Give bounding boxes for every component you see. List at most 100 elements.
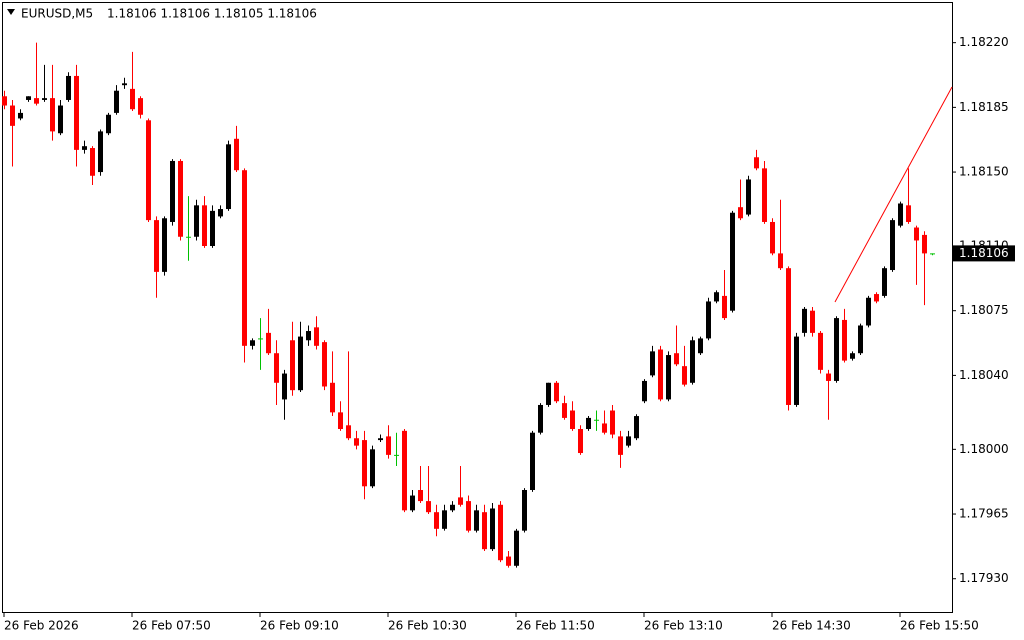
y-tick-label: 1.18220 bbox=[959, 35, 1009, 49]
candle-body bbox=[514, 530, 519, 566]
candle-body bbox=[26, 96, 31, 100]
candle-body bbox=[146, 120, 151, 221]
candle-body bbox=[98, 131, 103, 173]
candle-body bbox=[386, 436, 391, 455]
header-triangle bbox=[7, 9, 15, 15]
candle-body bbox=[786, 268, 791, 405]
candle-body bbox=[130, 88, 135, 110]
y-tick-label: 1.18185 bbox=[959, 100, 1009, 114]
candle-body bbox=[138, 98, 143, 115]
candle-body bbox=[882, 268, 887, 296]
candle-body bbox=[482, 512, 487, 550]
candle-body bbox=[738, 207, 743, 219]
x-tick-label: 26 Feb 2026 bbox=[4, 619, 79, 633]
candle-body bbox=[42, 98, 47, 100]
y-tick-label: 1.17965 bbox=[959, 507, 1009, 521]
candle-body bbox=[698, 338, 703, 354]
candle-body bbox=[306, 331, 311, 341]
candle-body bbox=[354, 438, 359, 446]
candle-body bbox=[522, 490, 527, 531]
candle-body bbox=[114, 90, 119, 113]
x-tick-label: 26 Feb 14:30 bbox=[772, 619, 851, 633]
candle-body bbox=[618, 436, 623, 455]
candle-body bbox=[586, 417, 591, 429]
candle-body bbox=[674, 353, 679, 365]
candle-body bbox=[922, 234, 927, 254]
candle-body bbox=[722, 295, 727, 319]
candle-body bbox=[530, 432, 535, 490]
candle-body bbox=[418, 490, 423, 502]
candle-body bbox=[298, 336, 303, 391]
candle-body bbox=[594, 419, 599, 421]
candle-body bbox=[898, 203, 903, 226]
candle-body bbox=[498, 504, 503, 561]
candle-body bbox=[858, 325, 863, 354]
candle-body bbox=[122, 83, 127, 86]
candle-body bbox=[242, 170, 247, 346]
candle-body bbox=[290, 340, 295, 391]
candle-body bbox=[18, 112, 23, 119]
candle-body bbox=[34, 98, 39, 104]
candle-body bbox=[890, 220, 895, 271]
candle-body bbox=[610, 410, 615, 435]
candle-body bbox=[202, 205, 207, 246]
candle-body bbox=[554, 382, 559, 402]
y-tick-label: 1.18150 bbox=[959, 165, 1009, 179]
candle-body bbox=[562, 403, 567, 418]
candle-body bbox=[746, 179, 751, 215]
candle-body bbox=[162, 218, 167, 272]
candle-body bbox=[866, 297, 871, 326]
candle-body bbox=[818, 332, 823, 370]
x-tick-label: 26 Feb 15:50 bbox=[900, 619, 979, 633]
candle-body bbox=[682, 366, 687, 385]
candle-body bbox=[714, 292, 719, 302]
candle-body bbox=[906, 205, 911, 222]
candle-body bbox=[394, 454, 399, 456]
candle-body bbox=[466, 501, 471, 531]
candle-body bbox=[634, 416, 639, 439]
candle-body bbox=[330, 382, 335, 413]
y-tick-label: 1.18040 bbox=[959, 368, 1009, 382]
candle-body bbox=[266, 332, 271, 354]
candle-body bbox=[154, 220, 159, 272]
candle-body bbox=[490, 508, 495, 550]
candle-body bbox=[10, 105, 15, 126]
candle-body bbox=[274, 353, 279, 383]
candle-body bbox=[690, 340, 695, 383]
candle-body bbox=[442, 510, 447, 529]
x-tick-label: 26 Feb 13:10 bbox=[644, 619, 723, 633]
candle-body bbox=[282, 373, 287, 400]
candle-body bbox=[650, 351, 655, 376]
candle-body bbox=[570, 410, 575, 429]
candle-body bbox=[578, 429, 583, 454]
y-tick-label: 1.18000 bbox=[959, 442, 1009, 456]
candle-body bbox=[810, 310, 815, 333]
candle-body bbox=[2, 96, 7, 106]
candle-body bbox=[930, 253, 935, 255]
candle-body bbox=[90, 148, 95, 176]
candle-body bbox=[74, 75, 79, 150]
candle-body bbox=[450, 504, 455, 511]
candle-body bbox=[50, 98, 55, 132]
x-tick-label: 26 Feb 10:30 bbox=[388, 619, 467, 633]
x-tick-label: 26 Feb 09:10 bbox=[260, 619, 339, 633]
candle-body bbox=[770, 221, 775, 254]
candle-body bbox=[826, 373, 831, 381]
candle-body bbox=[178, 160, 183, 237]
candle-body bbox=[426, 501, 431, 513]
candle-body bbox=[218, 209, 223, 217]
candle-body bbox=[314, 327, 319, 346]
candle-body bbox=[802, 308, 807, 333]
candle-body bbox=[234, 138, 239, 171]
x-tick-label: 26 Feb 07:50 bbox=[132, 619, 211, 633]
candle-body bbox=[194, 205, 199, 237]
candle-body bbox=[762, 168, 767, 222]
candle-body bbox=[842, 319, 847, 361]
candle-body bbox=[106, 114, 111, 134]
candle-body bbox=[914, 227, 919, 241]
candle-body bbox=[210, 210, 215, 246]
candle-body bbox=[370, 449, 375, 487]
candle-body bbox=[538, 404, 543, 433]
